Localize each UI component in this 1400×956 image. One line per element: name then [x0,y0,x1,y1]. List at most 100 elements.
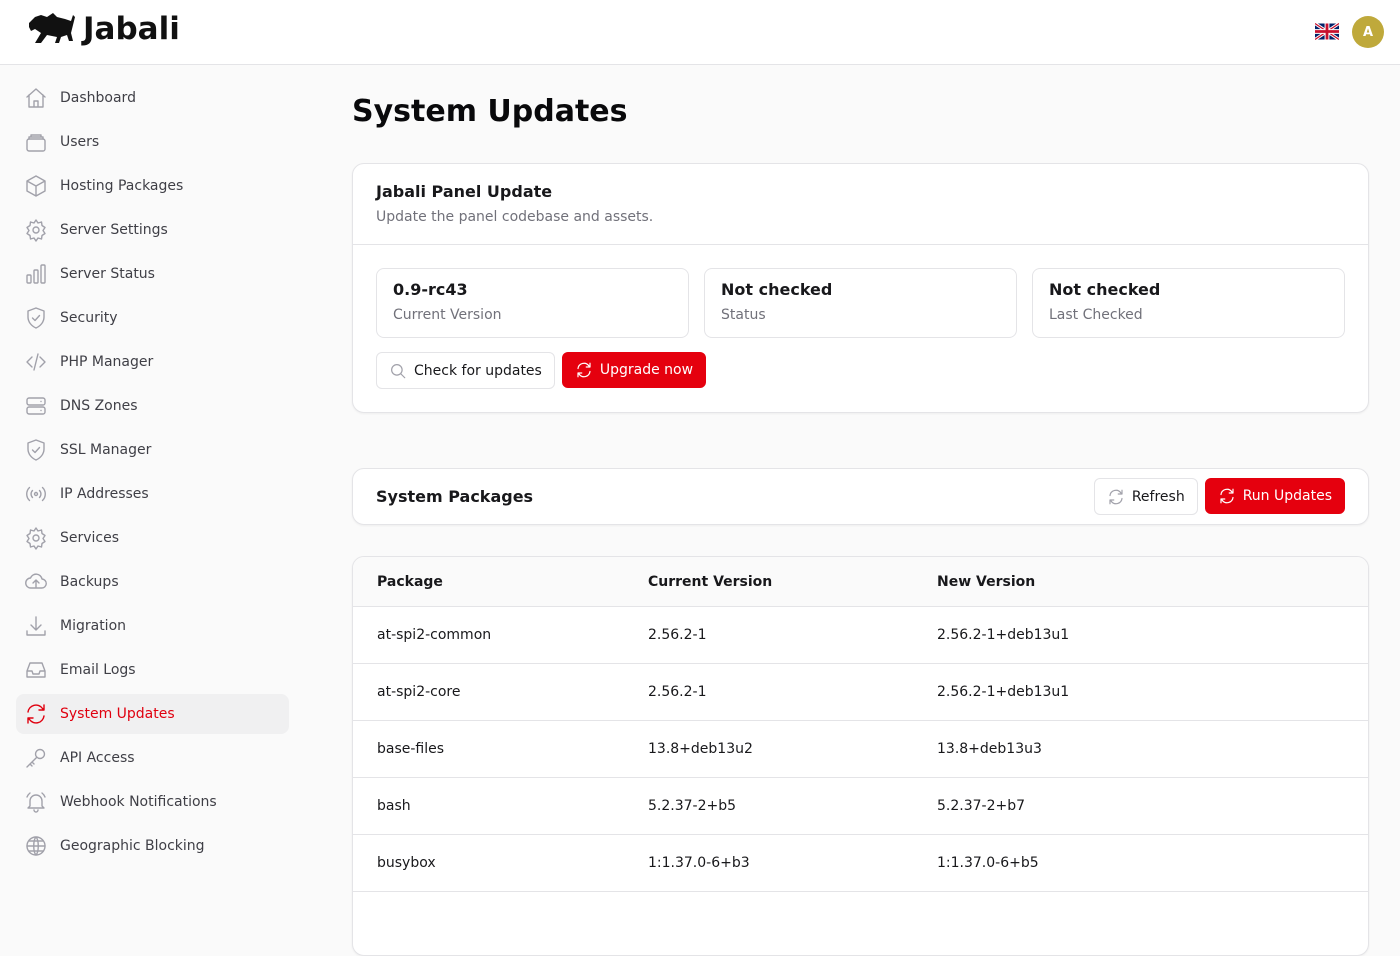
button-label: Upgrade now [599,362,694,378]
table-row: at-spi2-common 2.56.2-1 2.56.2-1+deb13u1 [353,606,1368,664]
stat-current-version: 0.9-rc43 Current Version [376,268,689,338]
user-avatar[interactable]: A [1352,16,1384,48]
sidebar-item-label: Dashboard [60,90,136,106]
sidebar-item-label: Backups [60,574,119,590]
sidebar-item-label: Webhook Notifications [60,794,217,810]
package-name-cell: at-spi2-common [353,606,648,664]
users-icon [26,134,46,152]
search-icon [391,363,406,378]
sidebar-item-label: DNS Zones [60,398,138,414]
table-row: at-spi2-core 2.56.2-1 2.56.2-1+deb13u1 [353,663,1368,721]
panel-update-subtitle: Update the panel codebase and assets. [376,209,654,225]
system-packages-title: System Packages [376,487,534,506]
sidebar-item-geographic-blocking[interactable]: Geographic Blocking [16,826,289,866]
sidebar-item-label: Server Status [60,266,155,282]
run-updates-button[interactable]: Run Updates [1204,478,1345,514]
refresh-icon [27,704,45,724]
package-name-cell: bash [353,777,648,835]
current-version-cell: 13.8+deb13u2 [648,720,937,778]
code-icon [26,353,46,371]
current-version-cell: 5.2.37-2+b5 [648,777,937,835]
sidebar-item-ssl-manager[interactable]: SSL Manager [16,430,289,470]
sidebar-item-dashboard[interactable]: Dashboard [16,78,289,118]
stat-label: Status [721,307,766,323]
brand-logo[interactable]: Jabali [27,11,180,47]
sidebar-nav: Dashboard Users Hosting Packages Server Set… [16,78,289,870]
inbox-icon [26,662,46,678]
refresh-button[interactable]: Refresh [1093,478,1198,515]
package-name-cell: at-spi2-core [353,663,648,721]
column-header-current-version[interactable]: Current Version [648,557,937,607]
packages-table-card: Package Current Version New Version at-s… [352,556,1369,956]
shield-icon [27,307,45,329]
new-version-cell: 5.2.37-2+b7 [937,777,1368,835]
sidebar-item-label: API Access [60,750,135,766]
sidebar-item-services[interactable]: Services [16,518,289,558]
page-title: System Updates [352,94,628,129]
sidebar-item-label: IP Addresses [60,486,149,502]
brand-name: Jabali [83,11,180,47]
sidebar-item-api-access[interactable]: API Access [16,738,289,778]
sidebar-item-webhook-notifications[interactable]: Webhook Notifications [16,782,289,822]
sidebar-item-migration[interactable]: Migration [16,606,289,646]
panel-update-title: Jabali Panel Update [376,182,553,201]
current-version-cell: 2.56.2-1 [648,663,937,721]
sidebar-item-label: SSL Manager [60,442,152,458]
sidebar-item-security[interactable]: Security [16,298,289,338]
sidebar-item-email-logs[interactable]: Email Logs [16,650,289,690]
cube-icon [26,175,46,197]
current-version-cell: 1:1.37.0-6+b3 [648,834,937,892]
button-label: Check for updates [414,362,542,379]
sidebar-item-users[interactable]: Users [16,122,289,162]
sidebar-item-server-settings[interactable]: Server Settings [16,210,289,250]
signal-icon [26,486,46,502]
packages-table: Package Current Version New Version at-s… [353,557,1368,892]
sidebar-item-dns-zones[interactable]: DNS Zones [16,386,289,426]
stat-value: Not checked [721,280,833,299]
check-for-updates-button[interactable]: Check for updates [376,352,555,389]
key-icon [26,748,46,768]
server-icon [26,397,46,415]
sidebar-item-ip-addresses[interactable]: IP Addresses [16,474,289,514]
sidebar-item-server-status[interactable]: Server Status [16,254,289,294]
home-icon [26,88,46,108]
package-name-cell: base-files [353,720,648,778]
column-header-new-version[interactable]: New Version [937,557,1368,607]
refresh-icon [1109,489,1123,504]
button-label: Refresh [1131,488,1185,505]
bell-icon [26,792,46,813]
globe-icon [26,836,46,856]
stat-value: Not checked [1049,280,1161,299]
upgrade-now-button[interactable]: Upgrade now [561,352,707,388]
download-icon [26,616,46,636]
cloud-upload-icon [25,573,47,589]
sidebar-item-label: Services [60,530,120,546]
new-version-cell: 2.56.2-1+deb13u1 [937,663,1368,721]
sidebar-item-label: Migration [60,618,127,634]
refresh-icon [577,362,591,378]
sidebar-item-hosting-packages[interactable]: Hosting Packages [16,166,289,206]
system-packages-card: System Packages Refresh Run Updates [352,468,1369,525]
stat-last-checked: Not checked Last Checked [1032,268,1345,338]
sidebar-item-label: Server Settings [60,222,168,238]
sidebar-item-backups[interactable]: Backups [16,562,289,602]
boar-logo-icon [29,13,75,43]
sidebar-item-label: Geographic Blocking [60,838,205,854]
new-version-cell: 1:1.37.0-6+b5 [937,834,1368,892]
sidebar-item-label: PHP Manager [60,354,154,370]
stat-label: Last Checked [1049,307,1143,323]
sidebar-item-php-manager[interactable]: PHP Manager [16,342,289,382]
stat-status: Not checked Status [704,268,1017,338]
sidebar-item-label: System Updates [60,706,175,722]
current-version-cell: 2.56.2-1 [648,606,937,664]
sidebar-item-label: Users [60,134,100,150]
new-version-cell: 13.8+deb13u3 [937,720,1368,778]
sidebar-item-system-updates[interactable]: System Updates [16,694,289,734]
gear-icon [26,219,46,242]
uk-flag-icon[interactable] [1315,23,1339,40]
sidebar-item-label: Email Logs [60,662,136,678]
panel-update-card: Jabali Panel Update Update the panel cod… [352,163,1369,413]
column-header-package[interactable]: Package [353,557,648,607]
stat-label: Current Version [393,307,502,323]
gear-icon [26,527,46,550]
